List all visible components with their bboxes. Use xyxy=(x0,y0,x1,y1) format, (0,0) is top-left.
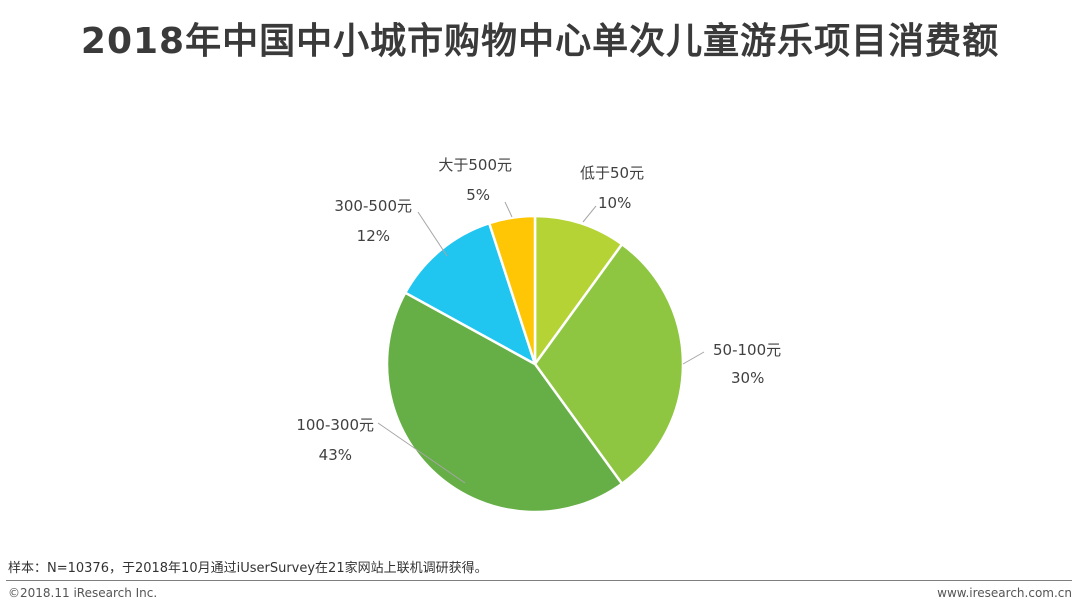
pie-slices xyxy=(385,214,685,514)
slice-percent-5: 5% xyxy=(466,186,490,204)
leader-line-3 xyxy=(377,422,466,484)
slice-percent-4: 12% xyxy=(357,227,390,245)
page-title: 2018年中国中小城市购物中心单次儿童游乐项目消费额 xyxy=(80,21,1000,62)
slice-label-5: 大于500元 xyxy=(438,156,512,174)
pie-slice-1 xyxy=(533,214,624,368)
slice-label-3: 100-300元 xyxy=(296,416,374,434)
slice-percent-1: 10% xyxy=(598,194,631,212)
website-link[interactable]: www.iresearch.com.cn xyxy=(937,586,1072,600)
leader-line-2 xyxy=(682,351,705,365)
slice-label-4: 300-500元 xyxy=(334,197,412,215)
copyright-text: ©2018.11 iResearch Inc. xyxy=(8,586,158,600)
slice-label-1: 低于50元 xyxy=(580,164,644,182)
leader-lines xyxy=(377,201,705,484)
slice-percent-2: 30% xyxy=(731,369,764,387)
slice-label-2: 50-100元 xyxy=(713,341,781,359)
sample-footnote: 样本：N=10376，于2018年10月通过iUserSurvey在21家网站上… xyxy=(8,561,488,576)
footer-divider xyxy=(6,580,1072,581)
pie-slice-4 xyxy=(403,221,538,367)
leader-line-1 xyxy=(582,205,597,223)
leader-line-4 xyxy=(417,211,448,257)
leader-line-5 xyxy=(504,201,513,218)
slice-labels: 低于50元 10% 50-100元 30% 100-300元 43% 300-500元 12%… xyxy=(296,156,781,464)
slice-percent-3: 43% xyxy=(319,446,352,464)
pie-slice-5 xyxy=(487,214,537,365)
pie-slice-3 xyxy=(385,291,624,514)
